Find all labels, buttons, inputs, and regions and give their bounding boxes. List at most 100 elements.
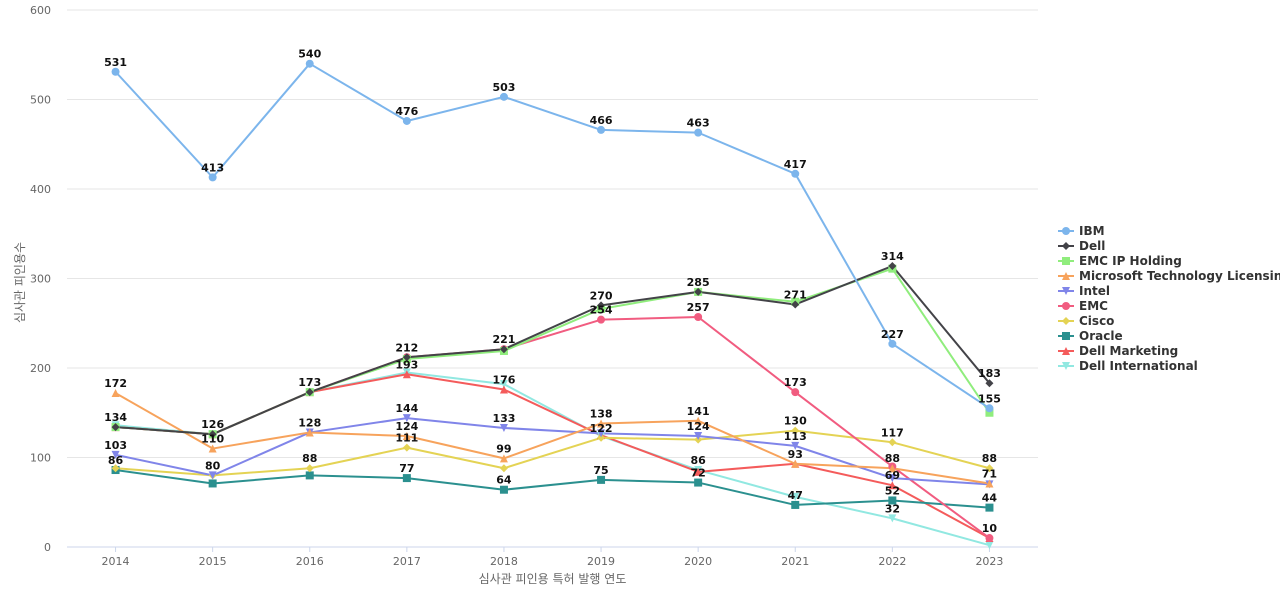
data-label-cisco: 111 [395,432,418,445]
y-axis-title: 심사관 피인용수 [13,242,27,323]
point-ibm [888,339,897,348]
legend-item-microsoft-technology-licensing[interactable]: Microsoft Technology Licensing [1058,269,1280,283]
series-markers [111,59,994,550]
point-microsoft-technology-licensing [791,459,800,468]
x-tick-label: 2016 [296,555,324,568]
legend-item-intel[interactable]: Intel [1058,284,1110,298]
point-ibm [402,116,411,125]
series-line-oracle [115,469,990,509]
point-intel [499,423,508,432]
data-label-ibm: 466 [590,114,613,127]
legend-item-emc[interactable]: EMC [1058,299,1108,313]
data-label-cisco: 80 [205,459,221,472]
data-label-cisco: 122 [590,422,613,435]
data-label-dell-marketing: 173 [298,376,321,389]
series-line-microsoft-technology-licensing [115,392,990,485]
point-cisco [499,464,508,473]
legend-symbol [1062,227,1070,235]
data-label-dell: 314 [881,250,904,263]
data-label-oracle: 77 [399,462,414,475]
point-intel [888,474,897,483]
point-cisco [791,426,800,435]
legend-item-cisco[interactable]: Cisco [1058,314,1114,328]
data-label-ibm: 417 [784,158,807,171]
y-tick-label: 600 [30,4,51,17]
legend-item-emc-ip-holding[interactable]: EMC IP Holding [1058,254,1182,268]
point-emc [985,534,994,543]
data-label-dell: 285 [687,276,710,289]
data-label-microsoft-technology-licensing: 124 [395,420,418,433]
legend-label: EMC IP Holding [1079,254,1182,268]
legend-item-dell-marketing[interactable]: Dell Marketing [1058,344,1178,358]
data-label-intel: 113 [784,430,807,443]
point-emc [597,315,606,324]
point-ibm [111,67,120,76]
legend-symbol [1062,317,1070,325]
point-cisco [402,443,411,452]
data-label-ibm: 476 [395,105,418,118]
data-label-intel: 128 [298,416,321,429]
point-microsoft-technology-licensing [888,464,897,473]
legend-symbol [1062,362,1070,370]
data-label-ibm: 463 [687,117,710,130]
point-oracle [208,479,217,488]
point-dell [305,388,314,397]
point-ibm [985,404,994,413]
point-ibm [305,59,314,68]
legend-label: Oracle [1079,329,1123,343]
point-microsoft-technology-licensing [694,416,703,425]
point-dell-international [985,541,994,550]
data-label-ibm: 503 [492,81,515,94]
point-dell [694,287,703,296]
point-oracle [791,500,800,509]
point-microsoft-technology-licensing [208,444,217,453]
y-tick-label: 200 [30,362,51,375]
legend-label: Dell International [1079,359,1198,373]
x-tick-label: 2021 [781,555,809,568]
point-microsoft-technology-licensing [499,454,508,463]
data-label-emc: 10 [982,522,998,535]
data-label-dell: 270 [590,289,613,302]
point-dell-marketing [402,370,411,379]
data-label-dell-marketing: 134 [104,411,127,424]
legend-item-ibm[interactable]: IBM [1058,224,1105,238]
data-label-oracle: 75 [593,464,608,477]
data-label-emc: 254 [590,304,613,317]
point-intel [791,441,800,450]
legend-label: Microsoft Technology Licensing [1079,269,1280,283]
y-tick-label: 300 [30,273,51,286]
x-axis-title: 심사관 피인용 특허 발행 연도 [479,571,627,586]
point-microsoft-technology-licensing [111,389,120,398]
data-label-microsoft-technology-licensing: 138 [590,407,613,420]
data-label-emc: 173 [784,376,807,389]
legend-item-oracle[interactable]: Oracle [1058,329,1123,343]
legend-label: EMC [1079,299,1108,313]
data-label-cisco: 88 [982,452,997,465]
data-label-ibm: 540 [298,48,321,61]
data-label-dell: 271 [784,288,807,301]
data-label-oracle: 52 [885,484,900,497]
data-label-dell-marketing: 176 [492,373,515,386]
point-emc-ip-holding [985,408,994,417]
point-dell-marketing [888,481,897,490]
data-label-oracle: 72 [690,467,705,480]
data-label-dell-international: 86 [690,454,706,467]
y-tick-label: 0 [44,541,51,554]
point-cisco [111,464,120,473]
y-axis: 0 100 200 300 400 500 600 [30,4,51,554]
legend-item-dell[interactable]: Dell [1058,239,1105,253]
legend-item-dell-international[interactable]: Dell International [1058,359,1198,373]
series-line-emc [115,315,991,539]
point-oracle [694,478,703,487]
data-label-dell-marketing: 126 [201,418,224,431]
point-intel [597,429,606,438]
x-tick-label: 2023 [975,555,1003,568]
x-tick-label: 2014 [102,555,130,568]
legend-symbol [1062,332,1070,340]
y-tick-label: 100 [30,452,51,465]
data-label-ibm: 227 [881,328,904,341]
data-label-microsoft-technology-licensing: 99 [496,442,511,455]
x-tick-label: 2020 [684,555,712,568]
